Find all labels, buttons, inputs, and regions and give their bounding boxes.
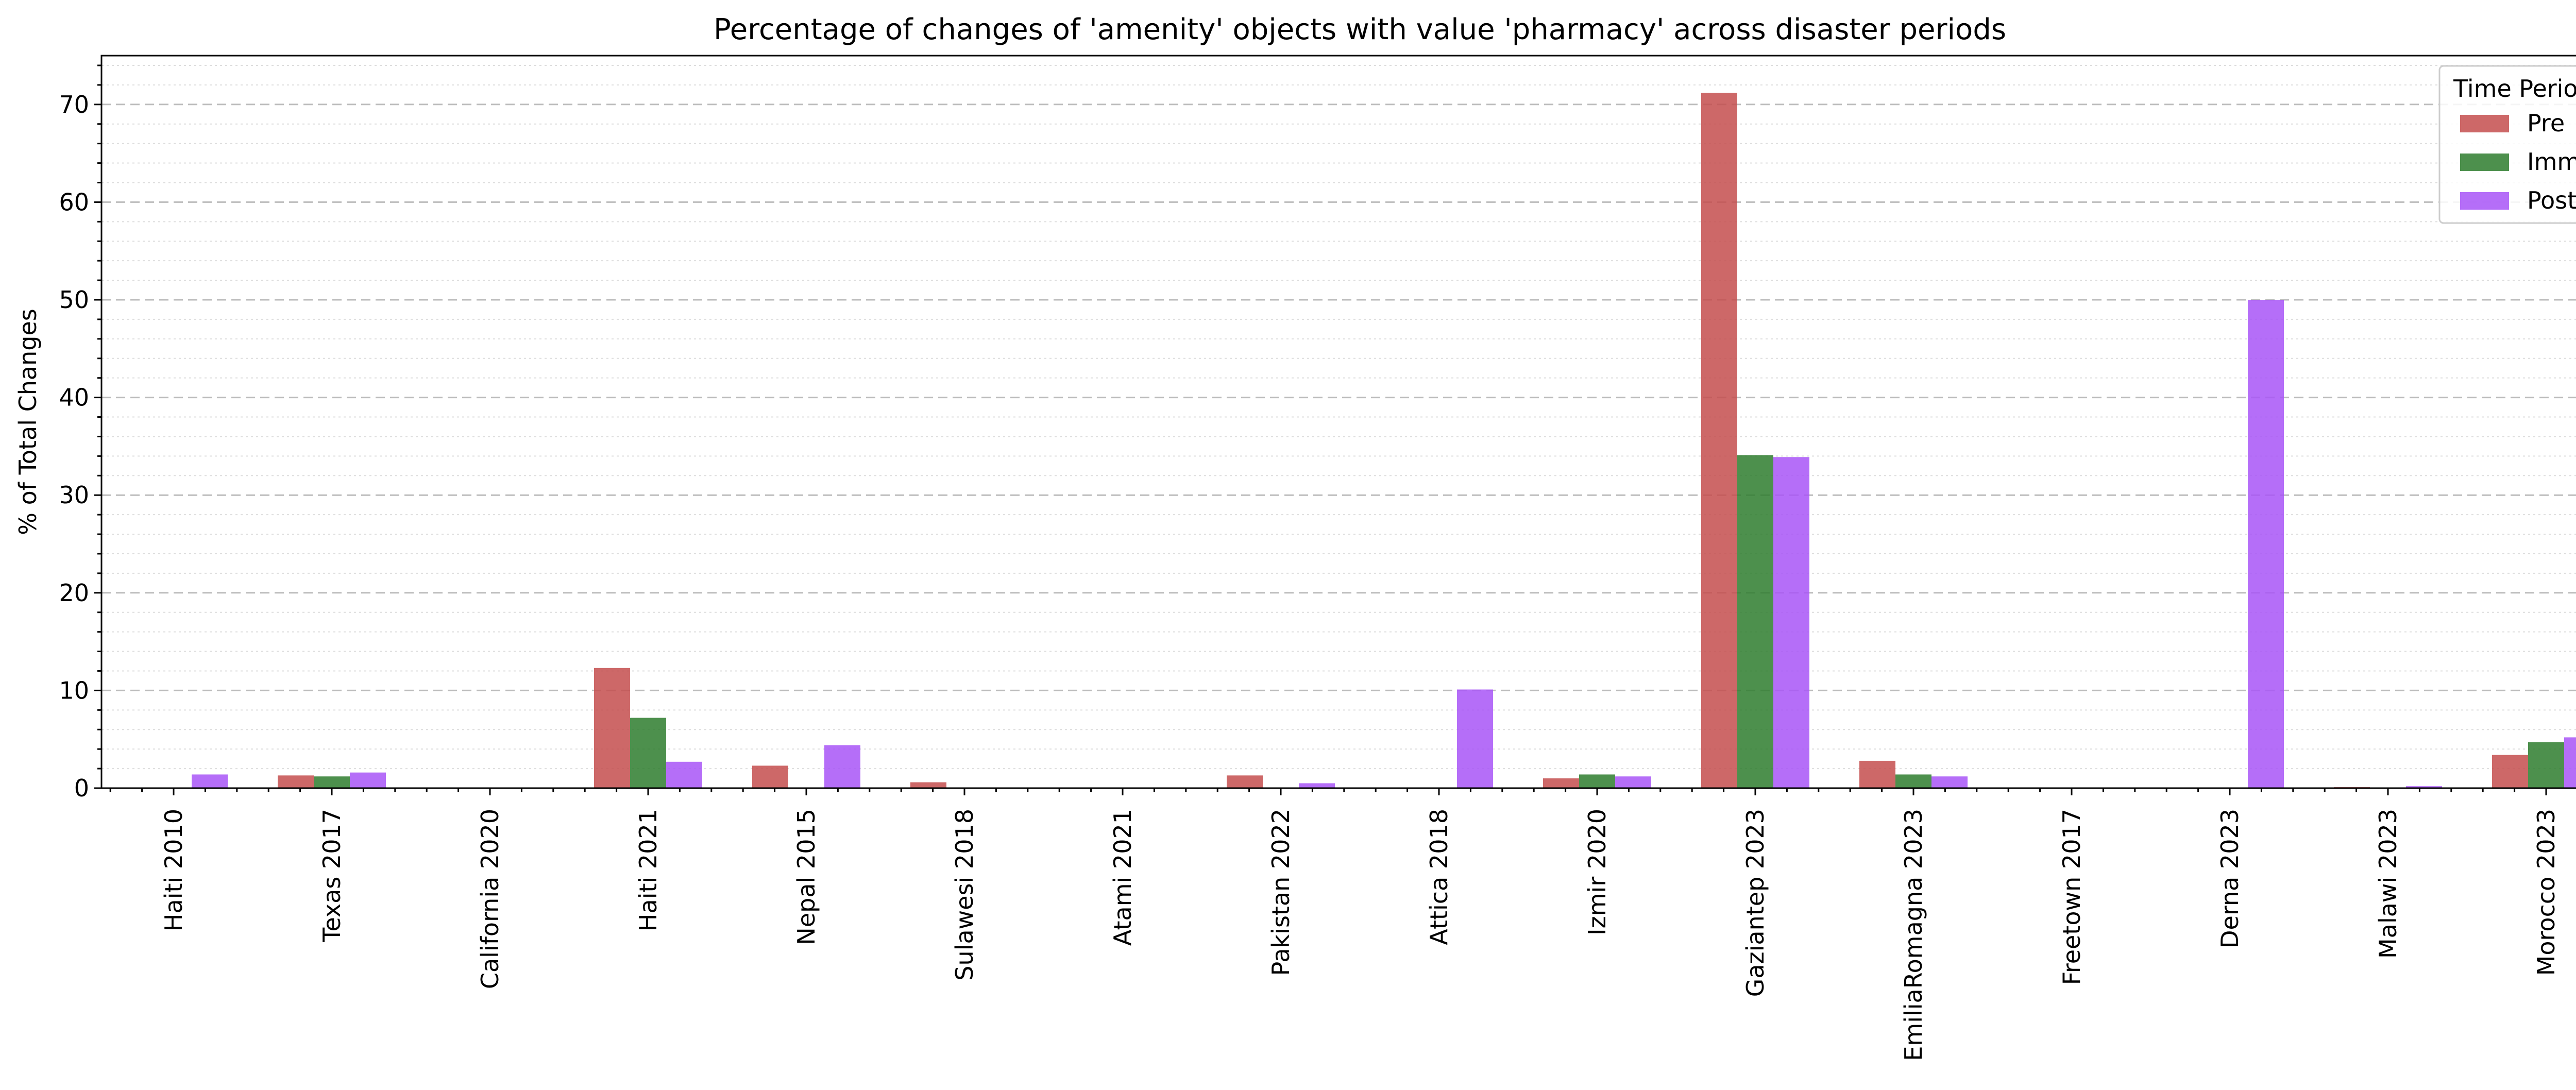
- bar-post: [1773, 457, 1809, 788]
- y-tick-label: 20: [59, 579, 89, 607]
- x-tick-label: Haiti 2021: [634, 809, 662, 931]
- legend-box: [2438, 65, 2576, 224]
- x-tick-label: California 2020: [476, 809, 504, 989]
- x-tick-label: Atami 2021: [1109, 809, 1137, 946]
- legend-title: Time Period: [2453, 75, 2576, 103]
- x-tick-label: Gaziantep 2023: [1741, 809, 1769, 997]
- x-tick-label: EmiliaRomagna 2023: [1900, 809, 1927, 1061]
- bar-imm: [1895, 774, 1931, 788]
- x-tick-label: Morocco 2023: [2532, 809, 2560, 976]
- bar-imm: [314, 776, 350, 788]
- bar-imm: [630, 718, 666, 788]
- x-tick-label: Texas 2017: [318, 809, 346, 943]
- x-tick-label: Freetown 2017: [2058, 809, 2086, 985]
- y-tick-label: 0: [74, 774, 89, 802]
- bar-post: [2248, 300, 2284, 788]
- y-tick-label: 30: [59, 481, 89, 509]
- bars: [192, 93, 2576, 789]
- x-tick-label: Pakistan 2022: [1267, 809, 1295, 976]
- y-tick-label: 10: [59, 676, 89, 704]
- bar-post: [1931, 776, 1968, 788]
- bar-post: [350, 772, 386, 788]
- plot-frame: [100, 55, 2576, 789]
- bar-pre: [1227, 775, 1263, 788]
- y-axis-label: % of Total Changes: [14, 309, 42, 535]
- legend-label: Imm: [2527, 148, 2576, 176]
- x-tick-label: Haiti 2010: [160, 809, 188, 931]
- bar-post: [1457, 689, 1493, 788]
- y-tick-label: 50: [59, 286, 89, 314]
- bar-post: [666, 761, 702, 788]
- x-tick-label: Malawi 2023: [2374, 809, 2402, 959]
- grid: [101, 64, 2576, 770]
- x-tick-label: Derna 2023: [2216, 809, 2244, 948]
- bar-pre: [910, 782, 946, 788]
- bar-post: [2564, 737, 2576, 788]
- bar-pre: [2492, 755, 2528, 788]
- bar-imm: [2528, 742, 2564, 788]
- x-tick-label: Attica 2018: [1425, 809, 1453, 945]
- x-tick-label: Sulawesi 2018: [951, 809, 978, 981]
- bar-pre: [752, 765, 788, 788]
- legend-swatch-post: [2460, 192, 2509, 210]
- y-tick-label: 40: [59, 384, 89, 412]
- x-tick-label: Nepal 2015: [792, 809, 820, 945]
- bar-imm: [1737, 455, 1773, 788]
- legend-label: Pre: [2527, 109, 2565, 137]
- bar-pre: [1701, 93, 1737, 789]
- bar-pre: [278, 775, 314, 788]
- bar-post: [2406, 786, 2442, 788]
- bar-post: [1615, 776, 1651, 788]
- bar-post: [192, 774, 228, 788]
- legend-swatch-imm: [2460, 154, 2509, 171]
- bar-post: [1299, 783, 1335, 788]
- bar-pre: [1859, 760, 1895, 788]
- chart-title: Percentage of changes of 'amenity' objec…: [714, 13, 2006, 46]
- legend-label: Post: [2527, 186, 2576, 214]
- x-tick-label: Izmir 2020: [1583, 809, 1611, 935]
- legend-items: Pre Imm Post: [2460, 109, 2576, 214]
- y-axis: 0 10 20 30 40 50 60 70: [59, 64, 101, 802]
- bar-pre: [1543, 778, 1579, 788]
- x-axis: Haiti 2010 Texas 2017 California 2020 Haiti…: [109, 788, 2560, 1061]
- bar-post: [824, 745, 860, 788]
- y-tick-label: 70: [59, 91, 89, 118]
- bar-pre: [594, 668, 630, 788]
- legend: Time Period Pre Imm Post: [2438, 65, 2576, 224]
- bar-imm: [1579, 774, 1615, 788]
- legend-swatch-pre: [2460, 115, 2509, 132]
- y-tick-label: 60: [59, 188, 89, 216]
